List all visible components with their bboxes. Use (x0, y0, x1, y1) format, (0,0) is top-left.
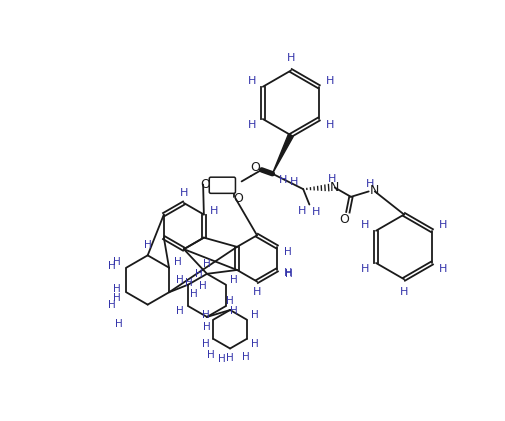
Text: H: H (113, 293, 121, 303)
Text: H: H (230, 274, 238, 285)
Text: H: H (175, 306, 183, 316)
Text: N: N (369, 184, 378, 197)
Text: H: H (297, 206, 305, 216)
Text: H: H (285, 269, 293, 279)
Text: H: H (289, 177, 297, 187)
Text: H: H (361, 264, 369, 274)
Text: H: H (283, 247, 291, 257)
Text: H: H (114, 319, 122, 329)
Text: H: H (399, 287, 408, 296)
Text: H: H (325, 75, 333, 85)
Text: H: H (199, 281, 207, 291)
Text: O: O (232, 192, 242, 205)
Text: H: H (325, 120, 333, 130)
Text: H: H (226, 296, 233, 306)
Text: H: H (179, 188, 188, 198)
Text: H: H (252, 287, 261, 296)
Text: H: H (174, 257, 182, 267)
Text: H: H (247, 75, 256, 85)
Text: H: H (278, 175, 287, 185)
Text: H: H (283, 268, 291, 278)
Text: H: H (201, 310, 209, 320)
Polygon shape (272, 134, 293, 174)
Text: H: H (438, 264, 446, 274)
Text: O: O (200, 178, 210, 191)
Text: H: H (175, 274, 183, 285)
Text: Abs: Abs (213, 180, 231, 190)
Text: H: H (230, 306, 238, 316)
Text: H: H (250, 310, 258, 320)
Text: N: N (329, 181, 338, 194)
Text: H: H (189, 289, 197, 299)
Text: H: H (312, 207, 320, 217)
Text: H: H (226, 353, 233, 363)
Text: H: H (143, 240, 152, 250)
Text: H: H (438, 219, 446, 229)
Text: H: H (328, 174, 336, 184)
Text: H: H (185, 278, 193, 288)
Text: H: H (108, 300, 116, 309)
Text: H: H (365, 179, 374, 189)
FancyBboxPatch shape (209, 177, 235, 193)
Text: H: H (218, 354, 226, 363)
Text: H: H (361, 219, 369, 229)
Text: H: H (247, 120, 256, 130)
Text: H: H (195, 269, 203, 279)
Text: H: H (113, 284, 121, 294)
Text: H: H (207, 350, 214, 360)
Text: H: H (250, 338, 258, 349)
Text: H: H (108, 261, 116, 271)
Text: H: H (286, 53, 294, 63)
Text: H: H (201, 338, 209, 349)
Text: H: H (203, 259, 211, 269)
Text: O: O (338, 213, 348, 226)
Text: H: H (241, 352, 249, 362)
Text: O: O (249, 161, 259, 174)
Text: H: H (113, 257, 121, 267)
Text: H: H (203, 322, 211, 332)
Text: H: H (209, 206, 218, 216)
